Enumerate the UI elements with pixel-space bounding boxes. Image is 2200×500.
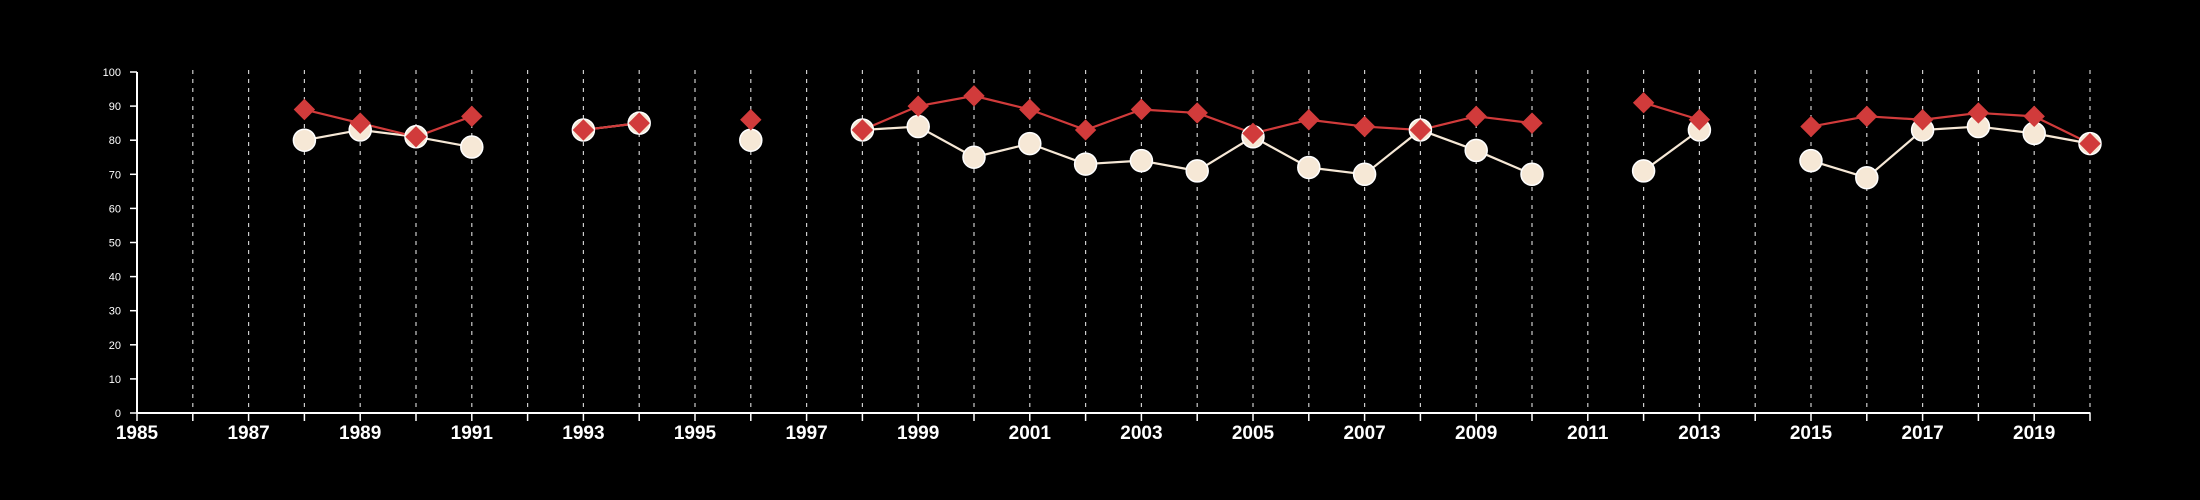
diamond-point xyxy=(1186,102,1208,124)
diamond-point xyxy=(2079,132,2101,155)
diamond-point xyxy=(293,98,316,121)
diamond-point xyxy=(1242,122,1264,145)
circle-point xyxy=(1018,131,1042,156)
diamond-point xyxy=(1409,119,1432,141)
diamond-series-segment xyxy=(1085,108,1142,132)
circle-point xyxy=(460,135,484,159)
x-tick-label: 1995 xyxy=(674,423,717,444)
y-tick-label: 60 xyxy=(109,203,121,215)
diamond-series-segment xyxy=(973,94,1031,111)
circle-point xyxy=(1185,159,1209,183)
circle-point xyxy=(1799,148,1823,173)
diamond-series-segment xyxy=(304,108,361,125)
axis-layer: 0 10 20 30 40 50 60 70 80 90 100 1985 1987 1989 1991 19… xyxy=(103,67,2091,444)
circle-point xyxy=(1520,162,1544,187)
x-tick-label: 2007 xyxy=(1343,423,1385,444)
y-tick-label: 0 xyxy=(115,408,121,420)
x-tick-label: 1985 xyxy=(116,423,159,444)
diamond-point xyxy=(1800,115,1822,138)
circle-point xyxy=(739,128,763,152)
x-tick-label: 2005 xyxy=(1232,423,1275,444)
y-tick-label: 20 xyxy=(109,340,121,352)
x-tick-label: 1999 xyxy=(897,423,939,444)
diamond-point xyxy=(1019,98,1041,121)
diamond-point xyxy=(628,112,650,134)
y-tick-label: 10 xyxy=(109,374,121,386)
x-tick-label: 2001 xyxy=(1009,423,1052,444)
y-tick-label: 30 xyxy=(109,306,121,318)
x-tick-label: 2015 xyxy=(1790,423,1833,444)
marker-layer xyxy=(292,85,2102,190)
x-tick-label: 2003 xyxy=(1120,423,1162,444)
diamond-point xyxy=(1074,119,1097,141)
diamond-series-segment xyxy=(1810,115,1867,128)
x-tick-label: 1997 xyxy=(785,423,827,444)
diamond-point xyxy=(1967,102,1990,124)
diamond-point xyxy=(405,126,427,148)
circle-point xyxy=(906,114,930,139)
circle-point xyxy=(962,145,986,169)
diamond-series-segment xyxy=(918,94,975,108)
diamond-point xyxy=(572,119,595,141)
circle-point xyxy=(292,128,317,152)
x-tick-label: 2017 xyxy=(1901,423,1943,444)
diamond-point xyxy=(963,85,985,107)
diamond-series-segment xyxy=(1029,108,1086,132)
y-tick-label: 40 xyxy=(109,272,121,284)
y-tick-label: 100 xyxy=(103,67,121,79)
diamond-point xyxy=(907,95,929,117)
circle-point xyxy=(1073,152,1098,176)
circle-point xyxy=(1464,138,1488,163)
circle-point xyxy=(1297,155,1321,180)
y-tick-label: 70 xyxy=(109,169,121,181)
diamond-point xyxy=(2023,105,2045,128)
diamond-point xyxy=(1130,98,1153,121)
x-tick-label: 2011 xyxy=(1567,423,1609,444)
circle-point xyxy=(1352,162,1377,187)
diamond-point xyxy=(1856,105,1878,128)
y-tick-label: 50 xyxy=(109,238,121,250)
x-tick-label: 1993 xyxy=(562,423,604,444)
circle-point xyxy=(1855,165,1879,190)
x-tick-label: 1989 xyxy=(339,423,381,444)
circle-series-segment xyxy=(1363,129,1422,176)
diamond-point xyxy=(851,119,874,141)
x-tick-label: 2013 xyxy=(1678,423,1720,444)
diamond-point xyxy=(1632,91,1655,114)
circle-point xyxy=(1631,159,1656,183)
diamond-point xyxy=(349,112,371,134)
diamond-point xyxy=(461,105,483,128)
diamond-point xyxy=(1911,109,1934,131)
x-tick-label: 1987 xyxy=(227,423,269,444)
diamond-series-segment xyxy=(1643,101,1700,121)
x-tick-label: 1991 xyxy=(451,423,494,444)
diamond-point xyxy=(1688,109,1711,131)
y-tick-label: 80 xyxy=(109,135,121,147)
diamond-point xyxy=(1465,105,1487,128)
x-tick-label: 2009 xyxy=(1455,423,1497,444)
circle-point xyxy=(1129,148,1154,173)
diamond-point xyxy=(1521,112,1543,134)
circle-series-segment xyxy=(1866,129,1924,179)
x-tick-label: 2019 xyxy=(2013,423,2055,444)
y-tick-label: 90 xyxy=(109,101,121,113)
diamond-point xyxy=(740,109,762,131)
diamond-point xyxy=(1298,109,1320,131)
diamond-point xyxy=(1353,115,1376,138)
